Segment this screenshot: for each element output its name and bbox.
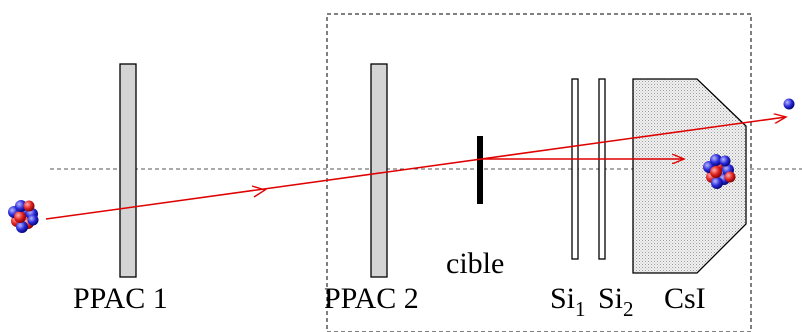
beam-trajectory (45, 117, 786, 220)
si2-label: Si2 (598, 282, 634, 321)
residue-nucleus-icon (703, 154, 736, 189)
si1-label: Si1 (550, 282, 586, 321)
csi-detector (632, 78, 747, 274)
si2-detector (598, 78, 606, 260)
si2-label-subscript: 2 (623, 297, 634, 321)
si2-label-base: Si (598, 282, 623, 315)
ppac2-label: PPAC 2 (324, 282, 419, 315)
si1-detector (571, 78, 579, 260)
ppac1-label: PPAC 1 (73, 282, 168, 315)
target-label: cible (446, 247, 504, 280)
target-foil (477, 136, 483, 204)
trajectory-direction-arrow (251, 185, 267, 198)
si1-label-subscript: 1 (575, 297, 586, 321)
ppac2-detector (370, 63, 388, 278)
ppac1-detector (119, 63, 137, 278)
light-particle-icon (783, 98, 795, 110)
chamber-outline (326, 13, 752, 332)
incoming-nucleus-icon (8, 200, 39, 233)
si1-label-base: Si (550, 282, 575, 315)
csi-label: CsI (664, 282, 706, 315)
